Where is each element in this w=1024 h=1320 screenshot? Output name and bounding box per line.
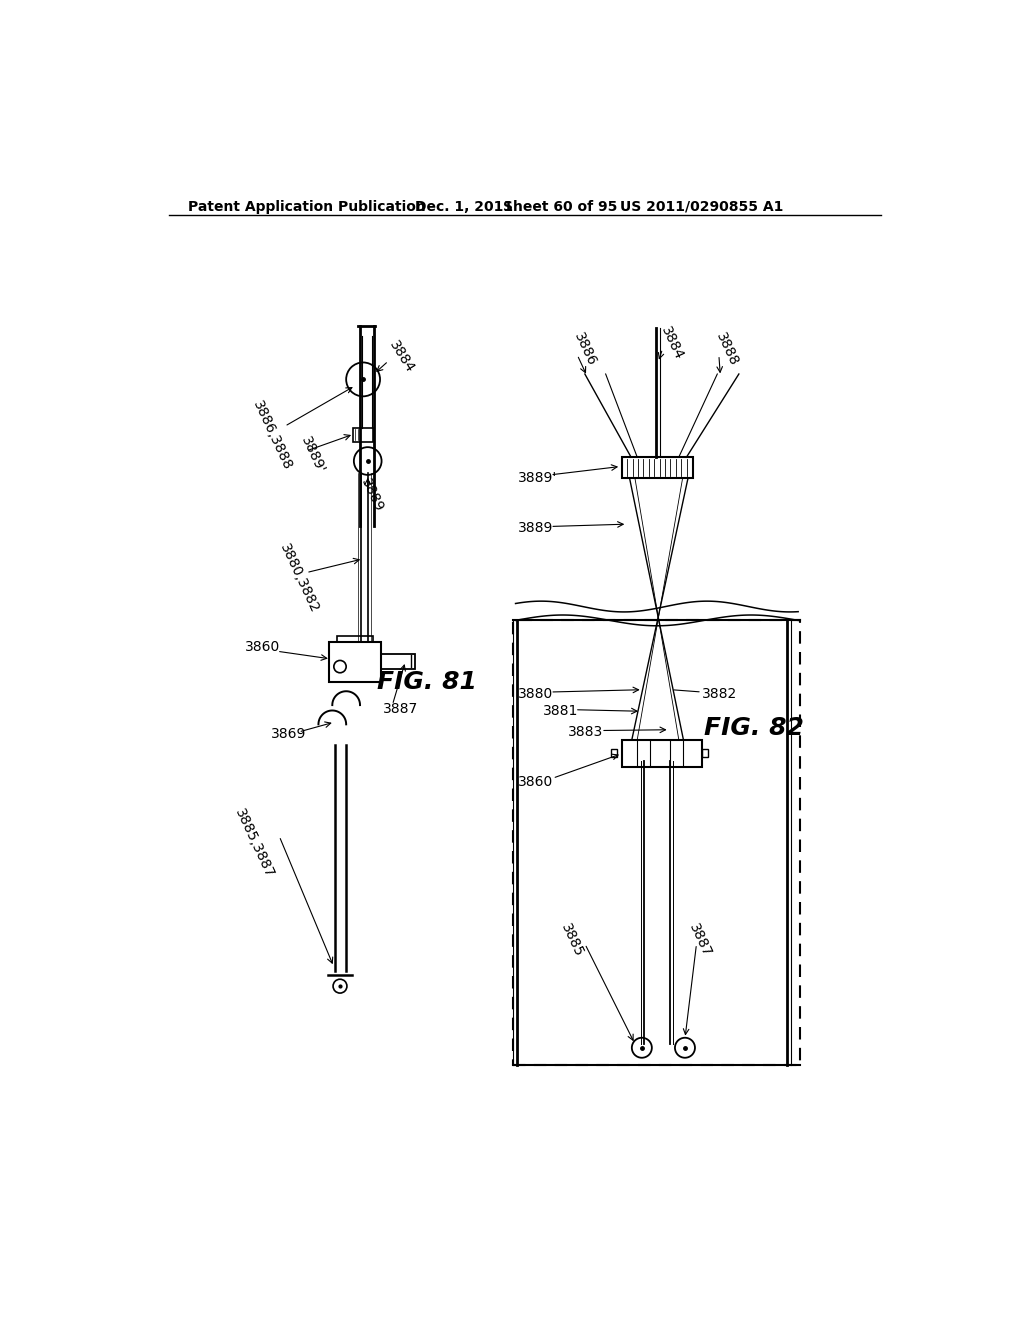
Text: 3883: 3883 [568, 725, 603, 739]
Text: 3889: 3889 [518, 521, 553, 535]
Text: 3887: 3887 [383, 702, 419, 715]
Text: Sheet 60 of 95: Sheet 60 of 95 [503, 199, 617, 214]
Text: 3881: 3881 [543, 705, 578, 718]
Text: 3887: 3887 [686, 921, 714, 958]
Text: 3885: 3885 [558, 921, 586, 958]
Bar [513, 620, 801, 1065]
Text: Dec. 1, 2011: Dec. 1, 2011 [416, 199, 514, 214]
Text: 3889: 3889 [358, 477, 386, 515]
Text: 3869: 3869 [270, 727, 306, 742]
Text: 3880: 3880 [518, 686, 553, 701]
Text: 3880,3882: 3880,3882 [276, 541, 322, 615]
Bar [701, 748, 708, 756]
Bar [611, 748, 617, 756]
Text: Patent Application Publication: Patent Application Publication [188, 199, 426, 214]
Text: 3886: 3886 [571, 330, 599, 368]
Text: 3860: 3860 [245, 640, 280, 655]
Text: 3886,3888: 3886,3888 [250, 399, 294, 473]
Text: FIG. 81: FIG. 81 [377, 671, 477, 694]
Text: 3882: 3882 [701, 686, 737, 701]
Text: 3888: 3888 [714, 330, 741, 368]
Text: 3885,3887: 3885,3887 [232, 807, 276, 880]
Bar [381, 653, 416, 669]
Bar [330, 642, 381, 682]
Text: 3884: 3884 [658, 325, 686, 362]
Text: 3884: 3884 [386, 338, 417, 376]
Text: 3889': 3889' [518, 471, 557, 484]
Bar [622, 739, 701, 767]
Text: 3889': 3889' [298, 434, 328, 475]
Text: FIG. 82: FIG. 82 [705, 717, 804, 741]
Bar [353, 428, 373, 442]
Text: 3860: 3860 [518, 775, 553, 789]
Bar [337, 636, 373, 642]
Text: US 2011/0290855 A1: US 2011/0290855 A1 [620, 199, 783, 214]
Bar [622, 457, 692, 478]
